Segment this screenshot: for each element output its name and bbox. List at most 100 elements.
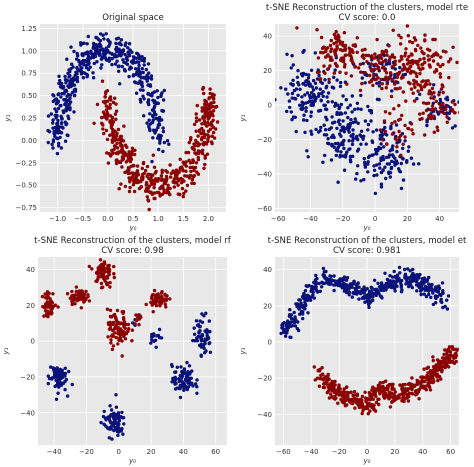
scatter-point [284, 327, 289, 331]
scatter-point [169, 171, 173, 176]
scatter-point [205, 152, 210, 156]
scatter-point [332, 288, 336, 293]
scatter-point [84, 59, 88, 64]
scatter-point [330, 395, 334, 399]
scatter-point [427, 275, 431, 280]
scatter-point [66, 107, 70, 111]
scatter-point [150, 338, 154, 342]
scatter-point [408, 81, 412, 86]
scatter-point [135, 164, 140, 168]
scatter-point [428, 388, 433, 392]
scatter-point [415, 278, 419, 282]
scatter-point [191, 165, 196, 170]
scatter-point [128, 65, 132, 69]
scatter-point [418, 285, 422, 289]
scatter-point [46, 140, 50, 145]
scatter-point [323, 78, 327, 82]
scatter-point [127, 166, 131, 171]
scatter-point [167, 142, 171, 146]
scatter-point [434, 363, 438, 367]
scatter-point [344, 385, 349, 390]
scatter-point [170, 380, 174, 384]
scatter-point [192, 326, 196, 330]
scatter-point [178, 395, 183, 400]
y-axis-label: y₁ [2, 347, 10, 355]
scatter-point [354, 120, 358, 124]
scatter-point [100, 269, 105, 273]
scatter-point [107, 272, 111, 277]
scatter-point [116, 342, 120, 346]
scatter-point [431, 355, 435, 359]
scatter-point [336, 401, 340, 405]
scatter-point [397, 103, 401, 108]
scatter-point [304, 106, 308, 110]
scatter-point [107, 44, 111, 48]
scatter-point [156, 123, 161, 127]
scatter-point [118, 141, 123, 145]
scatter-point [192, 181, 196, 186]
scatter-point [438, 75, 443, 79]
scatter-point [160, 192, 165, 196]
scatter-point [374, 388, 379, 393]
scatter-point [162, 140, 167, 145]
scatter-point [420, 62, 425, 66]
scatter-point [351, 120, 355, 125]
scatter-point [316, 94, 321, 99]
scatter-point [95, 102, 100, 107]
scatter-point [367, 302, 371, 307]
scatter-point [104, 108, 109, 112]
y-tick-label: −20 [257, 375, 272, 383]
scatter-point [360, 76, 364, 80]
scatter-point [174, 370, 178, 374]
scatter-point [344, 290, 349, 295]
panel-title: Original space [102, 13, 164, 23]
scatter-point [320, 46, 325, 51]
scatter-point [387, 44, 391, 48]
scatter-point [375, 152, 379, 156]
scatter-point [371, 385, 375, 389]
scatter-point [130, 339, 134, 343]
scatter-point [397, 396, 401, 400]
scatter-point [202, 91, 206, 96]
scatter-point [123, 184, 128, 189]
scatter-point [158, 141, 162, 145]
scatter-point [358, 62, 363, 66]
scatter-point [141, 172, 145, 176]
scatter-point [206, 137, 210, 141]
scatter-point [441, 102, 445, 106]
scatter-point [342, 387, 346, 391]
scatter-point [377, 285, 382, 289]
scatter-point [414, 71, 418, 76]
scatter-point [400, 57, 404, 61]
scatter-point [408, 269, 412, 273]
scatter-point [343, 46, 347, 50]
scatter-point [182, 381, 186, 385]
scatter-point [151, 293, 155, 297]
scatter-point [140, 55, 144, 59]
scatter-point [111, 415, 115, 419]
scatter-point [113, 53, 117, 57]
scatter-point [373, 288, 377, 292]
scatter-point [397, 59, 402, 63]
scatter-point [373, 52, 377, 56]
scatter-point [58, 78, 62, 83]
scatter-point [454, 354, 458, 358]
scatter-point [108, 285, 112, 289]
scatter-point [318, 87, 322, 91]
x-tick-label: 2.0 [203, 215, 214, 223]
scatter-point [379, 182, 384, 186]
scatter-point [180, 186, 185, 191]
scatter-point [119, 38, 124, 42]
scatter-point [376, 397, 380, 402]
scatter-point [207, 122, 212, 127]
scatter-point [372, 164, 376, 168]
scatter-point [300, 95, 304, 99]
scatter-point [305, 79, 309, 84]
scatter-point [400, 156, 404, 160]
scatter-point [162, 181, 166, 186]
scatter-point [108, 404, 112, 408]
scatter-point [107, 263, 111, 268]
scatter-point [68, 81, 72, 85]
scatter-point [328, 43, 333, 48]
